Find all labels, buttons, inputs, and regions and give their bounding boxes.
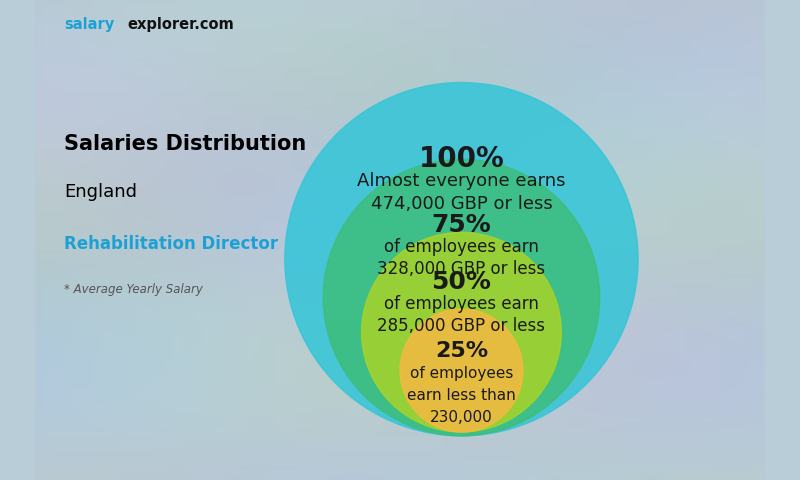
Text: England: England [64,183,137,201]
Text: 25%: 25% [435,341,488,361]
Text: * Average Yearly Salary: * Average Yearly Salary [64,283,203,297]
Text: of employees earn: of employees earn [384,238,539,256]
Text: 75%: 75% [431,213,491,237]
Text: Salaries Distribution: Salaries Distribution [64,134,306,154]
Text: 328,000 GBP or less: 328,000 GBP or less [378,260,546,278]
Circle shape [285,83,638,436]
Text: 285,000 GBP or less: 285,000 GBP or less [378,317,546,336]
Circle shape [400,309,523,432]
Circle shape [323,159,600,436]
Circle shape [362,232,562,432]
Text: earn less than: earn less than [407,388,516,403]
Text: of employees: of employees [410,366,513,381]
Text: of employees earn: of employees earn [384,295,539,313]
Text: Almost everyone earns: Almost everyone earns [357,172,566,191]
Text: 100%: 100% [418,145,504,173]
Text: explorer.com: explorer.com [127,17,234,33]
Text: Rehabilitation Director: Rehabilitation Director [64,235,278,253]
Text: 230,000: 230,000 [430,410,493,425]
Text: 50%: 50% [431,270,491,294]
Text: 474,000 GBP or less: 474,000 GBP or less [370,194,552,213]
Text: salary: salary [64,17,114,33]
